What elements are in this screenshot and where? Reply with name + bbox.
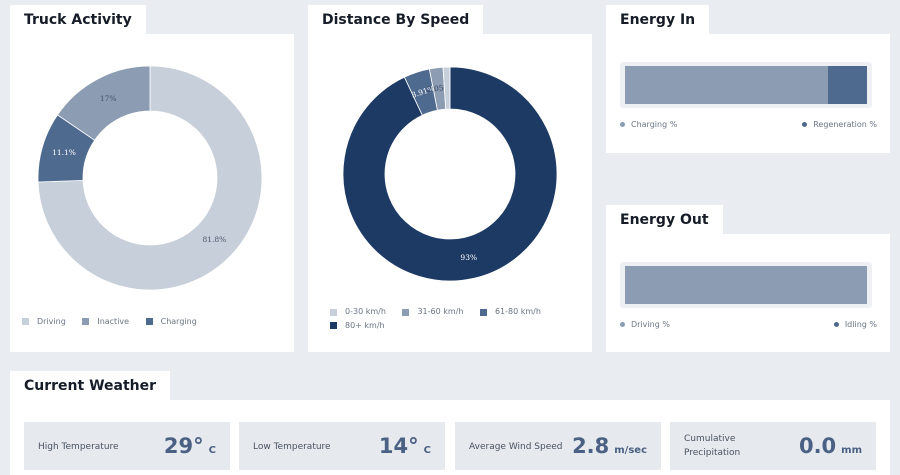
energy-in-regeneration-segment[interactable] xyxy=(828,66,867,104)
truck-activity-donut-chart: 81.8% 11.1% 17% xyxy=(37,65,263,291)
value-unit: C xyxy=(423,445,431,456)
legend-swatch xyxy=(82,318,90,325)
high-temperature-tile: High Temperature 29° C xyxy=(24,422,230,470)
value-number: 2.8 xyxy=(572,434,610,458)
truck-activity-title: Truck Activity xyxy=(10,5,146,35)
legend-item-inactive[interactable]: Inactive xyxy=(82,317,129,326)
donut-slice-driving[interactable] xyxy=(37,65,263,291)
value-number: 29° xyxy=(163,434,204,458)
value-unit: C xyxy=(208,445,216,456)
wind-speed-label: Average Wind Speed xyxy=(469,442,563,452)
legend-item-31-60[interactable]: 31-60 km/h xyxy=(402,306,463,318)
low-temperature-label: Low Temperature xyxy=(253,442,331,452)
legend-dot xyxy=(620,122,625,127)
legend-label: Driving xyxy=(37,317,66,326)
truck-activity-legend: Driving Inactive Charging xyxy=(22,317,211,327)
energy-out-left-legend: Driving % xyxy=(620,320,670,329)
energy-in-right-legend: Regeneration % xyxy=(802,120,877,129)
legend-label: Inactive xyxy=(97,317,130,326)
precipitation-value: 0.0 mm xyxy=(799,434,862,458)
donut-data-label: 93% xyxy=(460,253,477,262)
value-unit: m/sec xyxy=(614,445,647,456)
energy-out-bar xyxy=(620,262,872,308)
legend-item-0-30[interactable]: 0-30 km/h xyxy=(330,306,386,318)
legend-swatch xyxy=(330,308,337,316)
donut-data-label: 11.1% xyxy=(52,148,76,157)
wind-speed-value: 2.8 m/sec xyxy=(572,434,647,458)
legend-swatch xyxy=(22,318,29,325)
legend-swatch xyxy=(479,308,487,316)
precipitation-label: Cumulative Precipitation xyxy=(684,434,741,458)
legend-item-80-plus[interactable]: 80+ km/h xyxy=(330,320,385,332)
legend-label: 80+ km/h xyxy=(345,320,385,330)
legend-swatch xyxy=(145,318,153,325)
energy-out-driving-segment[interactable] xyxy=(625,266,867,304)
donut-slice-0-30-km-h[interactable] xyxy=(442,66,451,110)
distance-by-speed-title: Distance By Speed xyxy=(308,5,484,35)
legend-swatch xyxy=(330,322,337,329)
legend-item-61-80[interactable]: 61-80 km/h xyxy=(479,306,541,318)
energy-in-title: Energy In xyxy=(606,5,710,35)
legend-label: 31-60 km/h xyxy=(417,307,464,316)
energy-out-right-legend: Idling % xyxy=(833,320,877,329)
value-unit: mm xyxy=(841,445,862,456)
legend-dot xyxy=(833,322,839,327)
donut-slice-80-km-h[interactable] xyxy=(342,66,558,282)
energy-out-title: Energy Out xyxy=(606,205,723,235)
legend-dot xyxy=(802,122,808,127)
high-temperature-value: 29° C xyxy=(164,434,216,458)
legend-swatch xyxy=(402,308,410,316)
legend-item-charging[interactable]: Charging xyxy=(145,317,197,326)
legend-item-driving[interactable]: Driving xyxy=(22,317,66,326)
donut-slice-inactive[interactable] xyxy=(56,65,151,141)
legend-label: 0-30 km/h xyxy=(345,307,386,316)
legend-label: Driving % xyxy=(631,320,670,329)
legend-label: Charging xyxy=(160,317,197,326)
distance-by-speed-legend: 0-30 km/h 31-60 km/h 61-80 km/h 80+ km/h xyxy=(330,306,580,333)
low-temperature-value: 14° C xyxy=(379,434,431,458)
value-number: 0.0 xyxy=(798,434,837,458)
precipitation-tile: Cumulative Precipitation 0.0 mm xyxy=(670,422,876,470)
value-number: 14° xyxy=(378,434,419,458)
low-temperature-tile: Low Temperature 14° C xyxy=(239,422,445,470)
energy-in-left-legend: Charging % xyxy=(620,120,677,129)
legend-label: Regeneration % xyxy=(813,120,877,129)
energy-in-charging-segment[interactable] xyxy=(625,66,828,104)
donut-data-label: 17% xyxy=(100,94,117,103)
legend-label: 61-80 km/h xyxy=(494,307,541,316)
wind-speed-tile: Average Wind Speed 2.8 m/sec xyxy=(455,422,661,470)
energy-in-bar xyxy=(620,62,872,108)
legend-label: Charging % xyxy=(631,120,678,129)
donut-data-label: 81.8% xyxy=(202,235,226,244)
distance-by-speed-donut-chart: 93%3.91%2.05% xyxy=(342,66,558,282)
high-temperature-label: High Temperature xyxy=(38,442,119,452)
legend-dot xyxy=(620,322,625,327)
weather-title: Current Weather xyxy=(10,371,171,401)
legend-label: Idling % xyxy=(844,320,877,329)
